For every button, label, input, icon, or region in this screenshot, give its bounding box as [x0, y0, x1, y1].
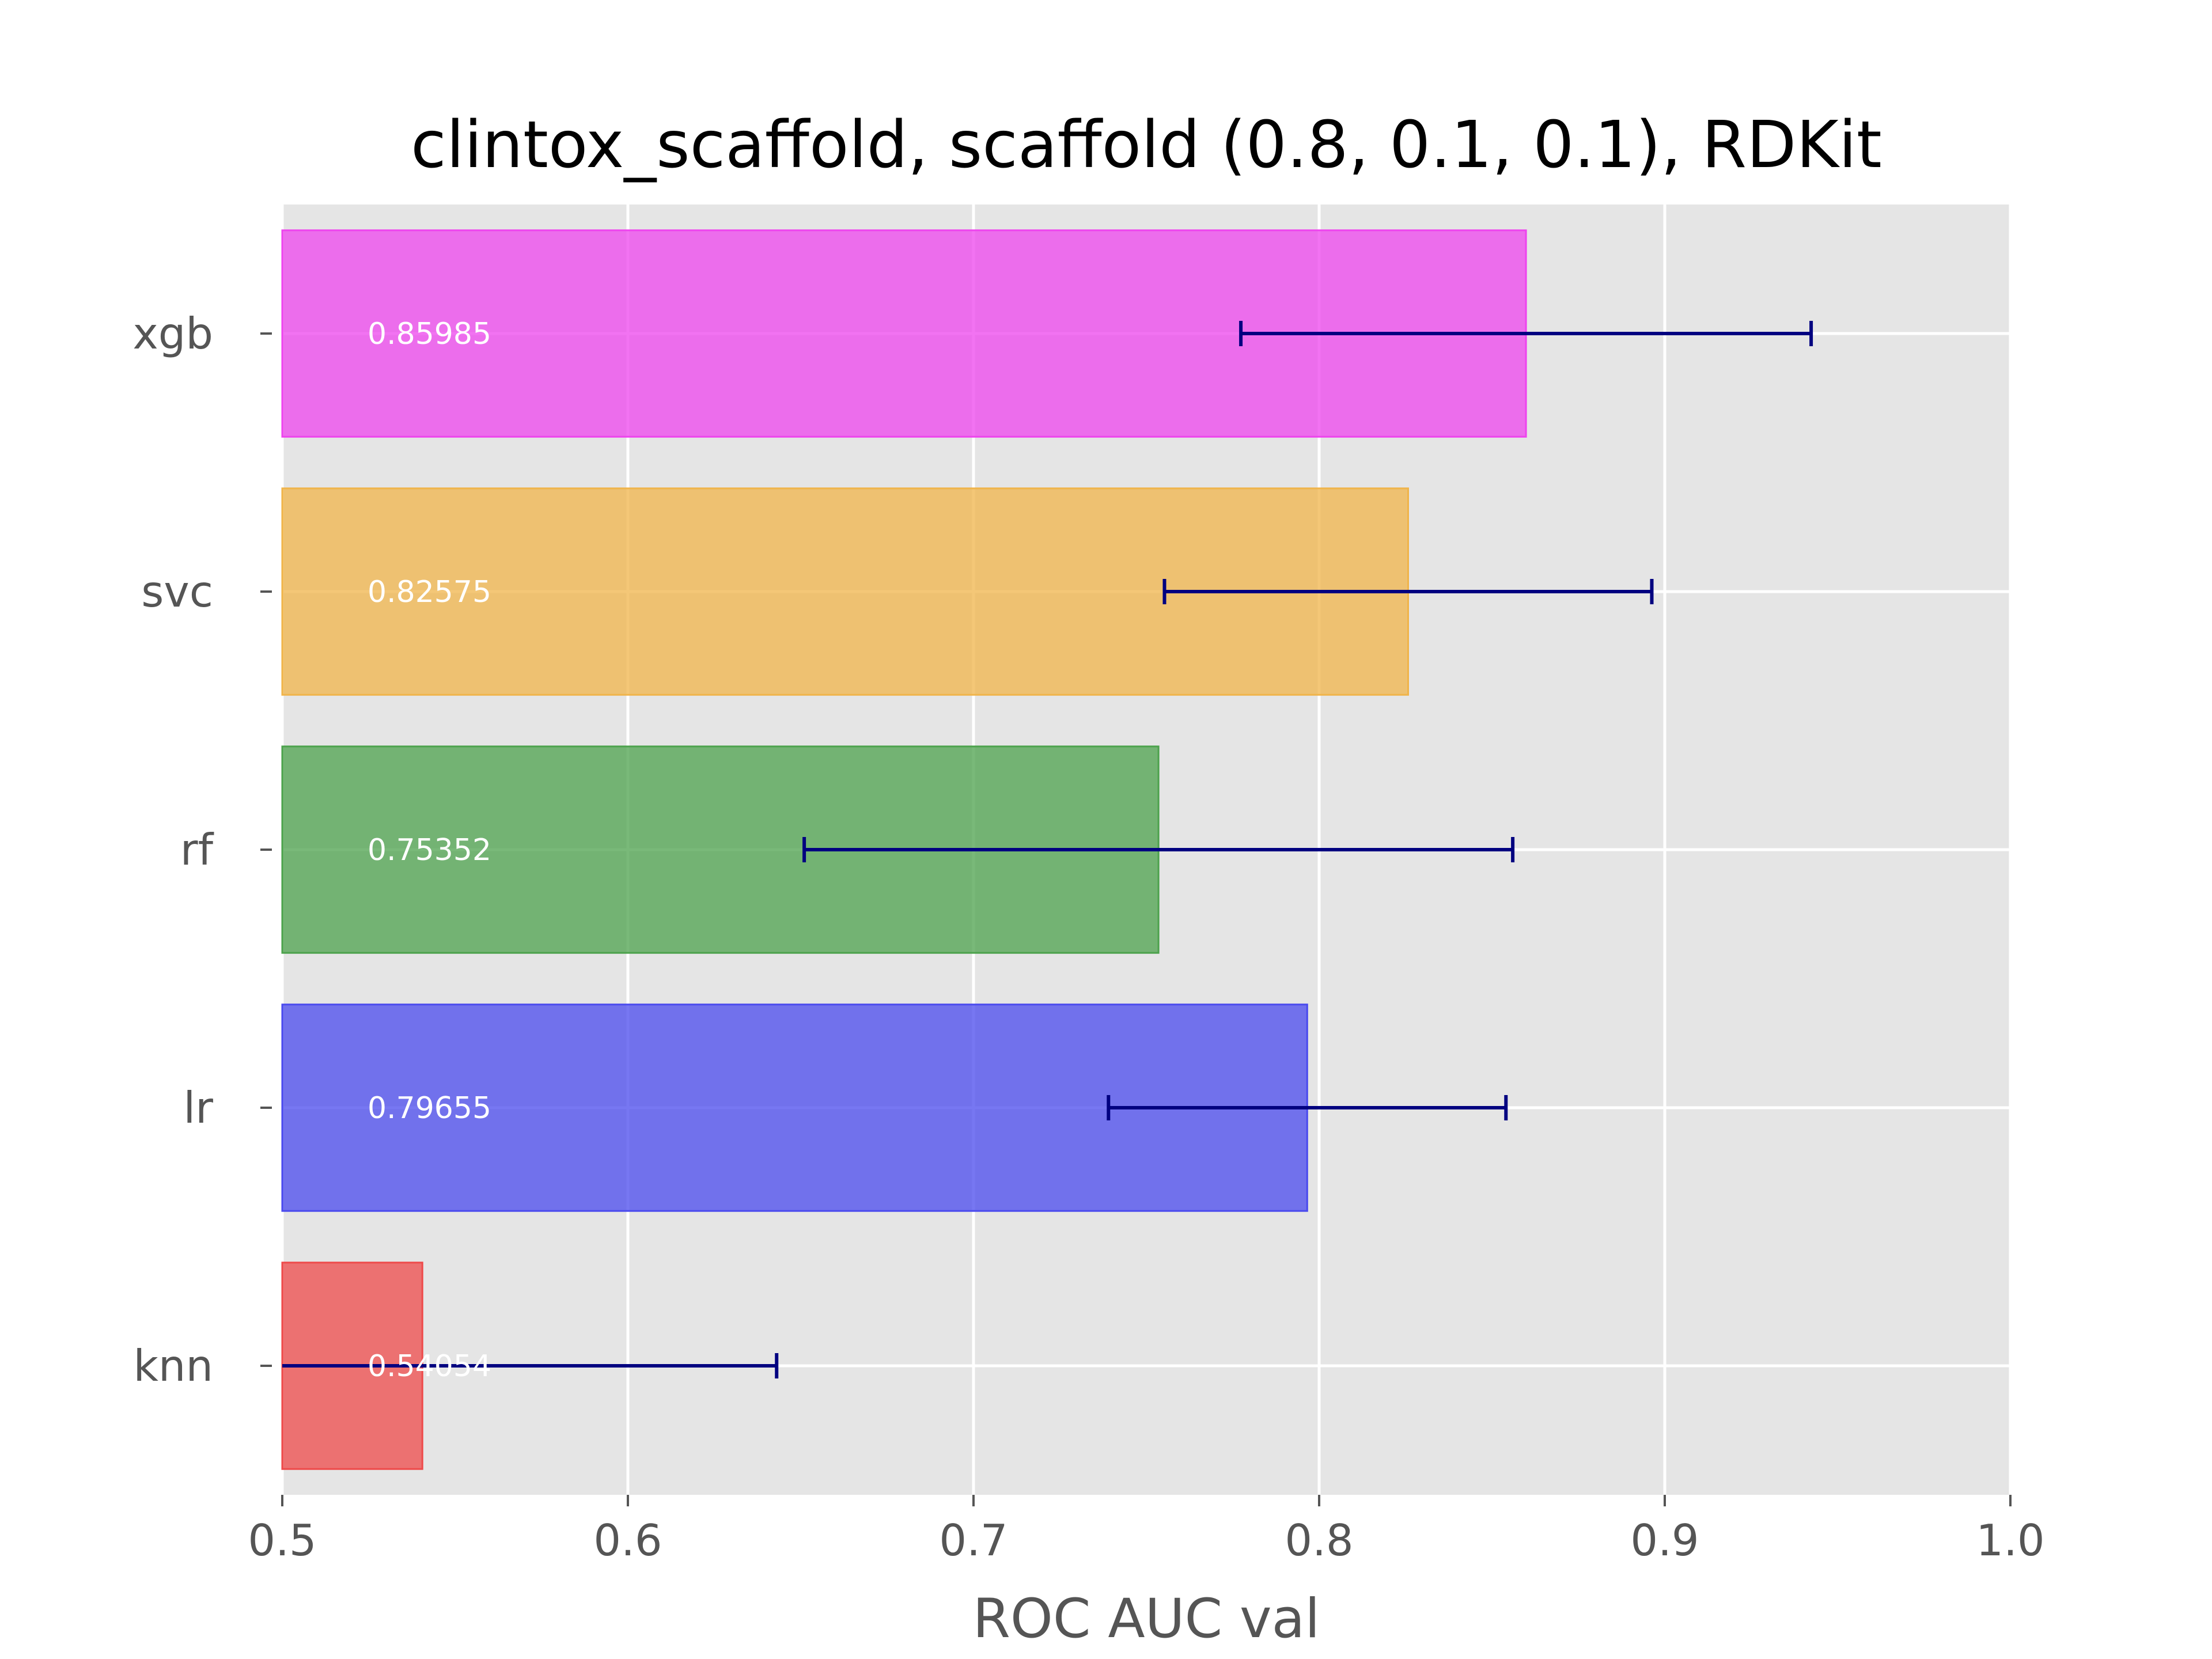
value-label-lr: 0.79655: [368, 1091, 491, 1126]
value-label-knn: 0.54054: [368, 1349, 491, 1384]
x-tick-label: 1.0: [1976, 1515, 2044, 1566]
x-tick-label: 0.8: [1285, 1515, 1353, 1566]
y-axis: xgb svc rf lr knn: [132, 308, 272, 1391]
x-tick-label: 0.9: [1630, 1515, 1699, 1566]
x-tick-label: 0.5: [248, 1515, 316, 1566]
y-tick-label-xgb: xgb: [132, 308, 213, 359]
y-tick-label-rf: rf: [180, 824, 214, 875]
chart-title: clintox_scaffold, scaffold (0.8, 0.1, 0.…: [411, 108, 1882, 183]
x-tick-label: 0.6: [593, 1515, 662, 1566]
x-axis: 0.5 0.6 0.7 0.8 0.9 1.0: [248, 1495, 2045, 1566]
x-tick-label: 0.7: [939, 1515, 1007, 1566]
value-label-xgb: 0.85985: [368, 317, 491, 351]
y-tick-label-lr: lr: [183, 1082, 213, 1133]
x-axis-label: ROC AUC val: [973, 1588, 1320, 1650]
error-bars: [282, 321, 1813, 1378]
value-label-svc: 0.82575: [368, 575, 491, 609]
value-labels: 0.85985 0.82575 0.75352 0.79655 0.54054: [368, 317, 491, 1384]
y-tick-label-knn: knn: [133, 1340, 213, 1391]
y-tick-label-svc: svc: [141, 566, 213, 617]
value-label-rf: 0.75352: [368, 833, 491, 868]
